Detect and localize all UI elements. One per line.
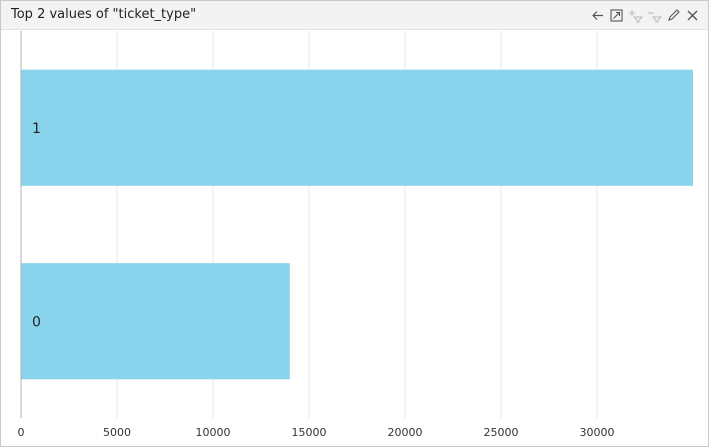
x-tick-label: 25000 xyxy=(484,426,519,439)
x-tick-label: 20000 xyxy=(388,426,423,439)
x-tick-label: 30000 xyxy=(580,426,615,439)
bar[interactable] xyxy=(21,69,693,186)
category-label: 1 xyxy=(32,121,41,137)
close-icon[interactable] xyxy=(685,8,700,23)
x-tick-label: 0 xyxy=(18,426,25,439)
category-labels: 10 xyxy=(32,121,41,331)
x-tick-label: 10000 xyxy=(196,426,231,439)
filter-add-icon[interactable] xyxy=(628,8,643,23)
panel-toolbar xyxy=(590,6,700,24)
x-axis-ticks: 0 5000 10000 15000 20000 25000 30000 xyxy=(18,426,615,439)
edit-icon[interactable] xyxy=(666,8,681,23)
bar-chart: 0 5000 10000 15000 20000 25000 30000 10 xyxy=(18,31,693,439)
x-tick-label: 15000 xyxy=(292,426,327,439)
panel-header: Top 2 values of "ticket_type" xyxy=(1,1,708,30)
x-tick-label: 5000 xyxy=(103,426,131,439)
arrow-left-icon[interactable] xyxy=(590,8,605,23)
maximize-icon[interactable] xyxy=(609,8,624,23)
bars xyxy=(21,69,693,380)
bar[interactable] xyxy=(21,263,290,380)
panel-title: Top 2 values of "ticket_type" xyxy=(11,7,197,22)
filter-remove-icon[interactable] xyxy=(647,8,662,23)
category-label: 0 xyxy=(32,314,41,330)
